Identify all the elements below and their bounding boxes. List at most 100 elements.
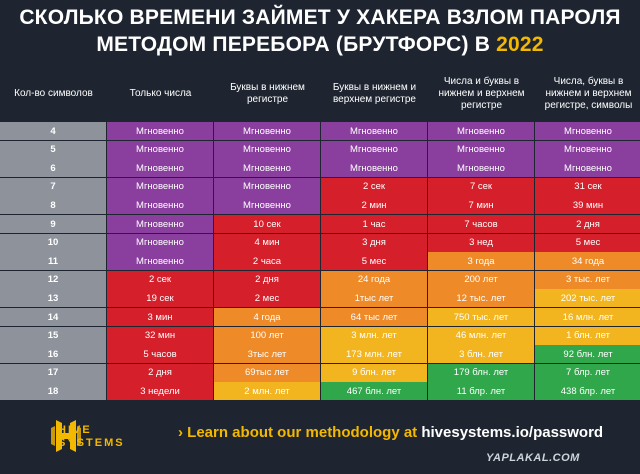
- table-row: 14 3 мин 4 года 64 тыс лет 750 тыс. лет 16 мл…: [0, 308, 640, 327]
- crack-time-cell: Мгновенно: [107, 140, 213, 159]
- crack-time-cell: 100 лет: [214, 326, 320, 345]
- crack-time-cell: 2 сек: [321, 177, 427, 196]
- table-row: 8 Мгновенно Мгновенно 2 мин 7 мин 39 мин: [0, 196, 640, 215]
- crack-time-cell: 438 блр. лет: [535, 382, 640, 401]
- crack-time-cell: 46 млн. лет: [428, 326, 534, 345]
- crack-time-cell: 5 мес: [321, 252, 427, 271]
- char-count-cell: 14: [0, 308, 106, 326]
- char-count-cell: 8: [0, 196, 106, 215]
- crack-time-cell: 3 мин: [107, 308, 213, 326]
- table-row: 7 Мгновенно Мгновенно 2 сек 7 сек 31 сек: [0, 177, 640, 197]
- crack-time-cell: Мгновенно: [321, 122, 427, 140]
- char-count-cell: 13: [0, 289, 106, 308]
- crack-time-cell: 3 млн. лет: [321, 326, 427, 345]
- crack-time-cell: Мгновенно: [107, 122, 213, 140]
- crack-time-cell: 750 тыс. лет: [428, 308, 534, 326]
- crack-time-cell: 3 недели: [107, 382, 213, 401]
- crack-time-cell: 3 дня: [321, 233, 427, 252]
- column-header: Кол-во символов: [14, 88, 93, 99]
- column-header: Числа, буквы в нижнем и верхнем регистре…: [544, 76, 633, 111]
- page-title: СКОЛЬКО ВРЕМЕНИ ЗАЙМЕТ У ХАКЕРА ВЗЛОМ ПА…: [0, 4, 640, 58]
- logo-line-2: SYSTEMS: [58, 437, 125, 449]
- crack-time-cell: 10 сек: [214, 215, 320, 233]
- crack-time-cell: 4 года: [214, 308, 320, 326]
- table-row: 17 2 дня 69тыс лет 9 блн. лет 179 блн. лет 7 …: [0, 363, 640, 383]
- crack-time-cell: 7 мин: [428, 196, 534, 215]
- crack-time-cell: Мгновенно: [214, 196, 320, 215]
- crack-time-cell: 1тыс лет: [321, 289, 427, 308]
- char-count-cell: 9: [0, 215, 106, 233]
- crack-time-cell: 2 сек: [107, 270, 213, 289]
- crack-time-cell: Мгновенно: [214, 159, 320, 178]
- char-count-cell: 5: [0, 140, 106, 159]
- crack-time-cell: 3 года: [428, 252, 534, 271]
- crack-time-cell: 9 блн. лет: [321, 363, 427, 382]
- table-row: 5 Мгновенно Мгновенно Мгновенно Мгновенно Мгн…: [0, 140, 640, 160]
- column-header: Буквы в нижнем регистре: [230, 82, 305, 105]
- crack-time-cell: Мгновенно: [107, 177, 213, 196]
- char-count-cell: 16: [0, 345, 106, 364]
- table-row: 18 3 недели 2 млн. лет 467 блн. лет 11 блр. …: [0, 382, 640, 401]
- crack-time-cell: 2 млн. лет: [214, 382, 320, 401]
- char-count-cell: 15: [0, 326, 106, 345]
- table-row: 13 19 сек 2 мес 1тыс лет 12 тыс. лет 202 тыс.…: [0, 289, 640, 308]
- crack-time-cell: 7 часов: [428, 215, 534, 233]
- char-count-cell: 17: [0, 363, 106, 382]
- title-line-2-text: МЕТОДОМ ПЕРЕБОРА (БРУТФОРС) В: [96, 33, 497, 56]
- crack-time-cell: 3 нед: [428, 233, 534, 252]
- column-header: Только числа: [129, 88, 192, 99]
- methodology-url: hivesystems.io/password: [421, 424, 604, 441]
- crack-time-cell: Мгновенно: [428, 140, 534, 159]
- column-header: Числа и буквы в нижнем и верхнем регистр…: [438, 76, 525, 111]
- table-row: 12 2 сек 2 дня 24 года 200 лет 3 тыс. лет: [0, 270, 640, 290]
- crack-time-cell: 173 млн. лет: [321, 345, 427, 364]
- crack-time-cell: 3 блн. лет: [428, 345, 534, 364]
- crack-time-cell: 92 блн. лет: [535, 345, 640, 364]
- methodology-link[interactable]: › Learn about our methodology at hivesys…: [178, 424, 603, 441]
- crack-time-cell: 1 час: [321, 215, 427, 233]
- char-count-cell: 12: [0, 270, 106, 289]
- char-count-cell: 6: [0, 159, 106, 178]
- crack-time-cell: 24 года: [321, 270, 427, 289]
- crack-time-cell: Мгновенно: [321, 140, 427, 159]
- table-row: 11 Мгновенно 2 часа 5 мес 3 года 34 года: [0, 252, 640, 271]
- crack-time-cell: 2 дня: [107, 363, 213, 382]
- crack-time-cell: 4 мин: [214, 233, 320, 252]
- crack-time-cell: 5 мес: [535, 233, 640, 252]
- crack-time-cell: Мгновенно: [107, 233, 213, 252]
- table-row: 16 5 часов 3тыс лет 173 млн. лет 3 блн. лет 9…: [0, 345, 640, 364]
- crack-time-cell: 31 сек: [535, 177, 640, 196]
- char-count-cell: 7: [0, 177, 106, 196]
- crack-time-cell: 1 блн. лет: [535, 326, 640, 345]
- crack-time-cell: Мгновенно: [535, 159, 640, 178]
- crack-time-cell: Мгновенно: [535, 140, 640, 159]
- crack-time-cell: Мгновенно: [107, 215, 213, 233]
- crack-time-cell: 2 мес: [214, 289, 320, 308]
- column-header: Буквы в нижнем и верхнем регистре: [332, 82, 417, 105]
- crack-time-cell: 3 тыс. лет: [535, 270, 640, 289]
- crack-time-cell: Мгновенно: [107, 252, 213, 271]
- char-count-cell: 18: [0, 382, 106, 401]
- table-row: 9 Мгновенно 10 сек 1 час 7 часов 2 дня: [0, 215, 640, 234]
- crack-time-cell: Мгновенно: [214, 177, 320, 196]
- table-row: 6 Мгновенно Мгновенно Мгновенно Мгновенно Мгн…: [0, 159, 640, 178]
- crack-time-cell: 2 дня: [214, 270, 320, 289]
- crack-time-cell: Мгновенно: [428, 122, 534, 140]
- footer: [0, 400, 640, 474]
- crack-time-cell: 7 сек: [428, 177, 534, 196]
- crack-time-cell: 12 тыс. лет: [428, 289, 534, 308]
- crack-time-cell: 467 блн. лет: [321, 382, 427, 401]
- crack-time-cell: 39 мин: [535, 196, 640, 215]
- title-year: 2022: [496, 33, 544, 56]
- table-row: 4 Мгновенно Мгновенно Мгновенно Мгновенно Мгн…: [0, 122, 640, 141]
- crack-time-cell: 11 блр. лет: [428, 382, 534, 401]
- crack-time-cell: Мгновенно: [321, 159, 427, 178]
- crack-time-cell: Мгновенно: [535, 122, 640, 140]
- crack-time-cell: 2 часа: [214, 252, 320, 271]
- crack-time-cell: 5 часов: [107, 345, 213, 364]
- crack-time-cell: 64 тыс лет: [321, 308, 427, 326]
- crack-time-cell: 16 млн. лет: [535, 308, 640, 326]
- crack-time-cell: Мгновенно: [107, 159, 213, 178]
- table-row: 10 Мгновенно 4 мин 3 дня 3 нед 5 мес: [0, 233, 640, 253]
- crack-time-cell: 34 года: [535, 252, 640, 271]
